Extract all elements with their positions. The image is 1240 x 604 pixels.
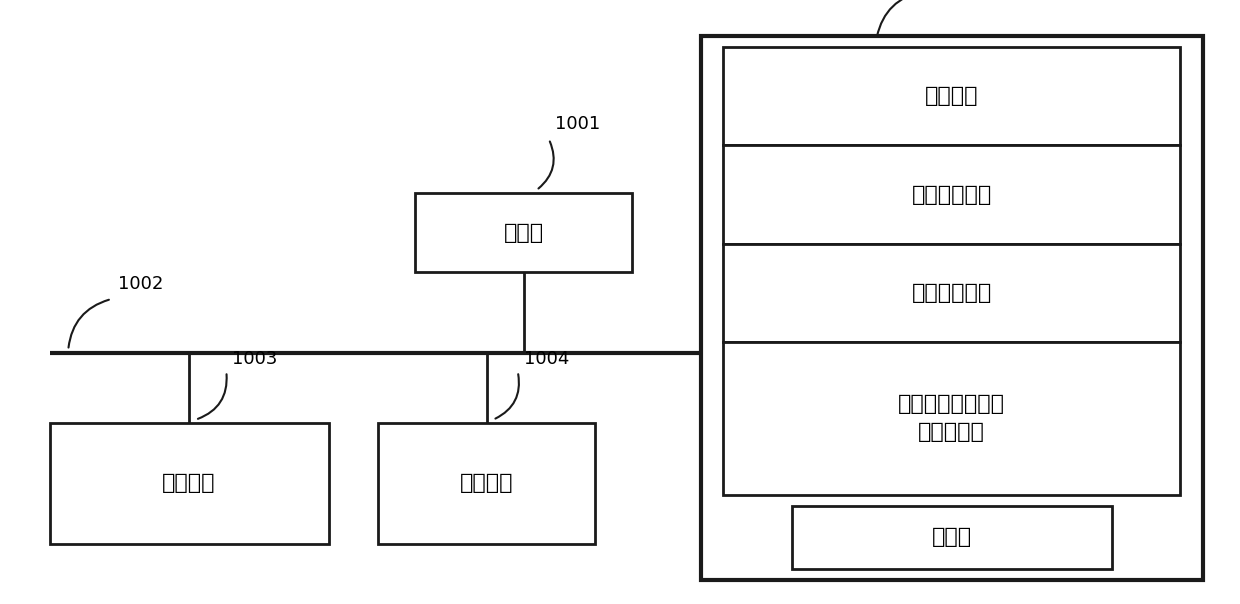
Text: 1004: 1004 bbox=[523, 350, 569, 368]
Bar bbox=[723, 342, 1180, 495]
Bar bbox=[791, 506, 1112, 569]
Text: 网络通信模块: 网络通信模块 bbox=[911, 185, 992, 205]
Bar bbox=[50, 423, 329, 544]
Text: 1003: 1003 bbox=[233, 350, 278, 368]
Text: 1002: 1002 bbox=[118, 275, 164, 293]
Bar bbox=[723, 244, 1180, 342]
Text: 光模块收端光功率
的校准程序: 光模块收端光功率 的校准程序 bbox=[898, 394, 1006, 443]
Text: 存储器: 存储器 bbox=[931, 527, 972, 547]
Bar bbox=[723, 47, 1180, 146]
Text: 用户接口模块: 用户接口模块 bbox=[911, 283, 992, 303]
Text: 用户接口: 用户接口 bbox=[162, 473, 216, 493]
Text: 处理器: 处理器 bbox=[503, 222, 544, 243]
Bar bbox=[415, 193, 632, 272]
Text: 操作系统: 操作系统 bbox=[925, 86, 978, 106]
Bar bbox=[701, 36, 1203, 580]
Bar bbox=[378, 423, 595, 544]
Text: 网络接口: 网络接口 bbox=[460, 473, 513, 493]
Bar bbox=[723, 146, 1180, 244]
Text: 1001: 1001 bbox=[556, 115, 600, 133]
